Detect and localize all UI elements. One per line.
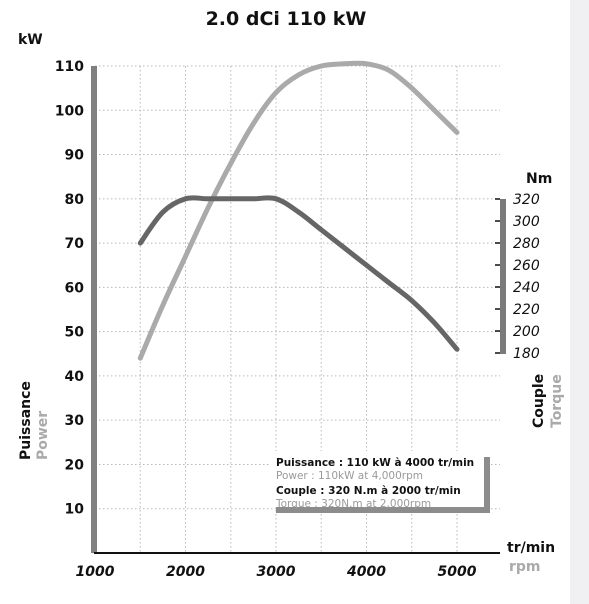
left-axis-label: Puissance [18,381,34,460]
right-tick-label: 240 [513,280,540,296]
series-line-couple [137,195,460,352]
annotation-line-4: Torque : 320N.m at 2,000rpm [275,498,431,510]
annotation-line-1: Puissance : 110 kW à 4000 tr/min [276,457,474,469]
right-axis-label: Couple [531,374,547,428]
left-tick-label: 50 [65,325,85,341]
x-tick-label: 2000 [166,564,205,580]
annotation-box [270,451,484,507]
left-tick-label: 30 [65,413,85,429]
right-tick-label: 280 [513,236,540,252]
x-tick-label: 1000 [76,564,115,580]
left-tick-label: 110 [55,59,84,75]
left-tick-label: 40 [65,369,85,385]
left-tick-label: 20 [65,457,85,473]
right-tick-label: 300 [513,214,540,230]
right-tick-label: 220 [513,302,540,318]
right-tick-label: 320 [513,192,540,208]
left-tick-label: 60 [65,280,85,296]
right-axis-unit: Nm [526,171,552,187]
right-tick-label: 260 [513,258,540,274]
series-group [137,60,460,361]
x-axis-label-alt: rpm [509,559,541,575]
x-axis-ticks: 1000 2000 3000 4000 5000 [76,564,477,580]
left-axis-label-alt: Power [35,411,51,460]
annotation-line-2: Power : 110kW at 4,000rpm [276,470,423,482]
x-tick-label: 5000 [438,564,477,580]
right-tick-label: 180 [513,346,540,362]
left-tick-label: 100 [55,103,84,119]
left-tick-label: 10 [65,502,85,518]
chart-title: 2.0 dCi 110 kW [206,8,367,30]
x-tick-label: 4000 [346,564,386,580]
left-axis-bar [91,66,97,553]
right-tick-label: 200 [513,324,540,340]
left-axis-unit: kW [18,32,43,48]
chart-panel: 2.0 dCi 110 kW 10 20 30 40 50 60 70 80 90 100 110 … [0,0,570,604]
series-line-puissance [137,60,460,361]
right-axis-ticks: 180 200 220 240 260 280 300 320 [495,192,540,362]
right-axis-label-alt: Torque [549,374,565,428]
left-tick-label: 80 [65,192,85,208]
left-tick-label: 70 [65,236,85,252]
x-tick-label: 3000 [257,564,296,580]
x-axis-label: tr/min [507,540,555,556]
left-axis-ticks: 10 20 30 40 50 60 70 80 90 100 110 [55,59,84,518]
right-axis-bar [500,199,506,354]
annotation-line-3: Couple : 320 N.m à 2000 tr/min [276,485,461,497]
left-tick-label: 90 [65,148,85,164]
